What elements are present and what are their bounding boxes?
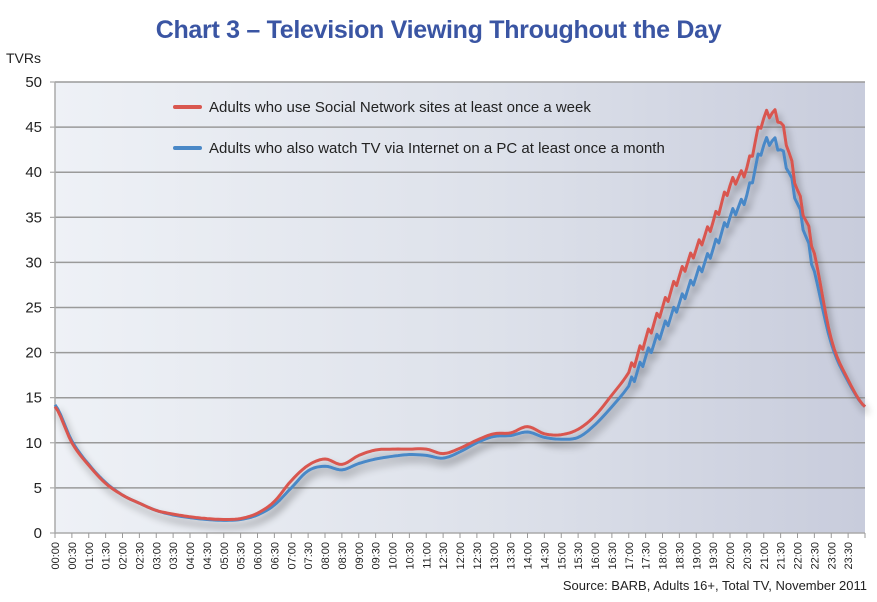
- x-tick-label: 23:30: [843, 542, 855, 570]
- x-tick-label: 22:00: [793, 542, 805, 570]
- x-tick-label: 17:00: [624, 542, 636, 570]
- x-tick-label: 23:00: [826, 542, 838, 570]
- x-tick-label: 01:30: [101, 542, 113, 570]
- x-tick-label: 03:00: [151, 542, 163, 570]
- x-tick-label: 14:00: [523, 542, 535, 570]
- x-tick-label: 04:00: [185, 542, 197, 570]
- x-tick-label: 13:30: [506, 542, 518, 570]
- x-tick-label: 10:30: [404, 542, 416, 570]
- x-tick-label: 12:30: [472, 542, 484, 570]
- y-tick-label: 20: [25, 345, 42, 362]
- axes: [54, 82, 866, 538]
- x-tick-label: 09:00: [354, 542, 366, 570]
- x-tick-label: 08:30: [337, 542, 349, 570]
- x-tick-label: 00:00: [50, 542, 62, 570]
- y-tick-label: 45: [25, 119, 42, 136]
- y-tick-label: 35: [25, 209, 42, 226]
- x-tick-label: 03:30: [168, 542, 180, 570]
- y-tick-label: 0: [34, 525, 42, 542]
- x-tick-label: 07:30: [303, 542, 315, 570]
- y-tick-label: 10: [25, 435, 42, 452]
- x-tick-label: 21:30: [776, 542, 788, 570]
- series-line-social-network: [53, 108, 867, 521]
- y-tick-label: 15: [25, 390, 42, 407]
- x-tick-label: 12:00: [455, 542, 467, 570]
- x-tick-label: 18:30: [674, 542, 686, 570]
- chart-title: Chart 3 – Television Viewing Throughout …: [155, 16, 722, 44]
- x-tick-label: 12:30: [438, 542, 450, 570]
- y-axis-label: TVRs: [6, 50, 41, 66]
- x-tick-label: 18:00: [658, 542, 670, 570]
- y-tick-label: 25: [25, 300, 42, 317]
- x-tick-label: 14:30: [539, 542, 551, 570]
- x-tick-labels: 00:00 00:30 01:00 01:30 02:00 02:30 03:00 03:30…: [50, 542, 855, 570]
- y-tick-labels: 0 5 10 15 20 25 30 35 40 45 50: [25, 74, 42, 542]
- x-tick-label: 20:30: [742, 542, 754, 570]
- x-tick-label: 15:30: [573, 542, 585, 570]
- x-tick-label: 01:00: [84, 542, 96, 570]
- x-tick-label: 04:30: [202, 542, 214, 570]
- x-tick-label: 05:00: [219, 542, 231, 570]
- x-tick-label: 10:00: [388, 542, 400, 570]
- x-tick-label: 06:30: [269, 542, 281, 570]
- x-tick-label: 19:30: [708, 542, 720, 570]
- x-tick-label: 19:00: [691, 542, 703, 570]
- x-tick-label: 17:30: [641, 542, 653, 570]
- x-tick-label: 07:00: [286, 542, 298, 570]
- legend-label-internet-tv: Adults who also watch TV via Internet on…: [209, 140, 665, 157]
- y-tick-label: 40: [25, 164, 42, 181]
- x-tick-label: 13:00: [489, 542, 501, 570]
- x-tick-label: 16:30: [607, 542, 619, 570]
- y-tick-label: 50: [25, 74, 42, 91]
- x-tick-label: 21:00: [759, 542, 771, 570]
- x-tick-label: 11:00: [421, 542, 433, 569]
- x-tick-label: 16:00: [590, 542, 602, 570]
- x-tick-label: 02:00: [118, 542, 130, 570]
- y-tick-label: 30: [25, 254, 42, 271]
- source-note: Source: BARB, Adults 16+, Total TV, Nove…: [562, 578, 867, 593]
- x-tick-label: 15:00: [556, 542, 568, 570]
- legend: Adults who use Social Network sites at l…: [173, 99, 665, 157]
- legend-label-social: Adults who use Social Network sites at l…: [209, 99, 591, 116]
- x-tick-label: 02:30: [134, 542, 146, 570]
- x-tick-label: 00:30: [67, 542, 79, 570]
- x-tick-label: 22:30: [809, 542, 821, 570]
- x-tick-label: 08:00: [320, 542, 332, 570]
- series-lines: [53, 108, 867, 522]
- x-tick-label: 20:00: [725, 542, 737, 570]
- x-tick-label: 06:00: [253, 542, 265, 570]
- x-tick-label: 05:30: [236, 542, 248, 570]
- x-tick-label: 09:30: [371, 542, 383, 570]
- y-tick-label: 5: [34, 480, 42, 497]
